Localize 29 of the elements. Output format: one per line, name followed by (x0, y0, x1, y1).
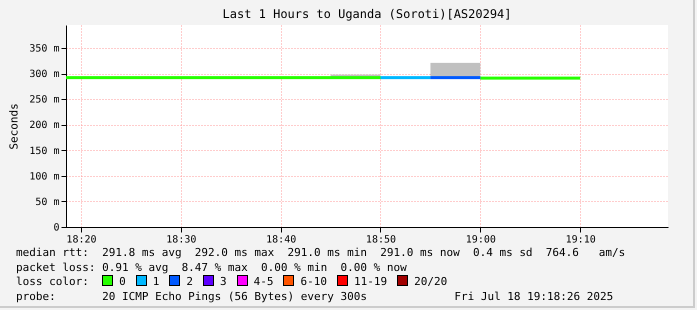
y-axis-title: Seconds (7, 103, 20, 150)
y-tick-label: 300 m (29, 69, 60, 80)
legend-label: 3 (218, 275, 227, 288)
x-tick-label: 18:20 (66, 234, 97, 246)
y-tick-label: 50 m (35, 196, 60, 208)
x-tick-label: 18:50 (366, 234, 396, 246)
legend-label: 4-5 (252, 275, 274, 288)
text: packet loss: 0.91 % avg 8.47 % max 0.00 % min 0.00 % now (16, 260, 408, 275)
legend-label: 1 (152, 275, 160, 288)
y-tick-label: 200 m (29, 120, 60, 132)
y-tick-label: 0 (53, 222, 60, 234)
chart-title: Last 1 Hours to Uganda (Soroti)[AS20294] (222, 7, 512, 21)
legend-label: 6-10 (299, 275, 327, 288)
text: probe: 20 ICMP Echo Pings (56 Bytes) every 300s (16, 290, 367, 302)
y-tick-label: 250 m (29, 94, 60, 106)
y-tick-label: 100 m (29, 171, 60, 182)
x-tick-label: 18:40 (266, 234, 296, 246)
legend-label: 0 (118, 275, 126, 288)
x-tick-label: 19:10 (566, 234, 596, 246)
x-tick-label: 18:30 (166, 234, 196, 246)
legend-label: 20/20 (413, 275, 448, 288)
y-tick-label: 350 m (29, 44, 60, 55)
y-tick-label: 150 m (29, 146, 60, 157)
legend-title: loss color: (16, 275, 89, 288)
text: Fri Jul 18 19:18:26 2025 (454, 290, 614, 304)
text: median rtt: 291.8 ms avg 292.0 ms max 291.0 ms min 291.0 ms now 0.4 ms sd 764.6 am/s (16, 246, 626, 260)
legend-label: 11-19 (352, 275, 388, 288)
legend-label: 2 (185, 275, 193, 288)
x-tick-label: 19:00 (466, 234, 496, 246)
